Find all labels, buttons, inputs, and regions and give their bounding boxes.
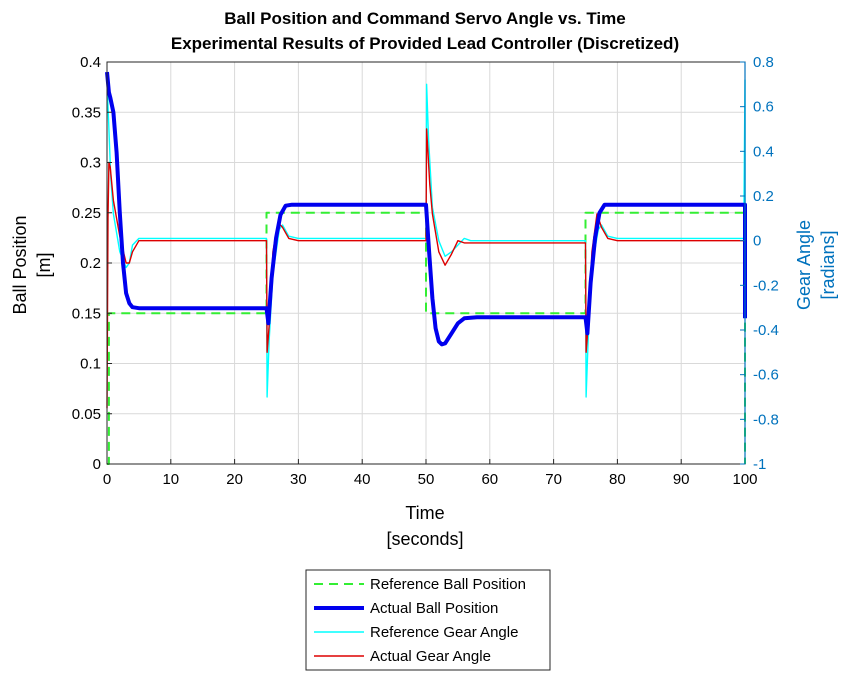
x-tick-label: 0: [103, 471, 111, 488]
y-tick-label: 0.3: [80, 155, 101, 172]
x-axis-unit: [seconds]: [386, 529, 463, 549]
y-tick-label: 0.4: [80, 54, 101, 71]
y2-tick-label: -0.4: [753, 322, 779, 339]
x-tick-label: 60: [481, 471, 498, 488]
y2-tick-label: -0.2: [753, 277, 779, 294]
legend-label: Reference Gear Angle: [370, 624, 518, 641]
legend-label: Reference Ball Position: [370, 576, 526, 593]
x-axis-label: Time: [405, 503, 444, 523]
legend: Reference Ball Position Actual Ball Posit…: [305, 569, 551, 671]
x-tick-label: 20: [226, 471, 243, 488]
plot-series: [105, 71, 747, 465]
y2-axis-label: Gear Angle: [794, 220, 814, 310]
x-tick-label: 40: [354, 471, 371, 488]
y-tick-label: 0.05: [72, 406, 101, 423]
legend-label: Actual Ball Position: [370, 600, 498, 617]
legend-label: Actual Gear Angle: [370, 648, 491, 665]
y2-axis-unit: [radians]: [818, 230, 838, 299]
x-tick-label: 30: [290, 471, 307, 488]
y-axis-ticks: 0 0.05 0.1 0.15 0.2 0.25 0.3 0.35 0.4: [72, 54, 112, 473]
chart-subtitle: Experimental Results of Provided Lead Co…: [171, 34, 679, 53]
y-tick-label: 0: [93, 456, 101, 473]
y2-tick-label: -0.8: [753, 411, 779, 428]
y2-tick-label: 0.2: [753, 188, 774, 205]
y2-tick-label: 0.6: [753, 99, 774, 116]
y2-tick-label: 0.8: [753, 54, 774, 71]
x-tick-label: 80: [609, 471, 626, 488]
y-axis-label: Ball Position: [10, 215, 30, 314]
y-tick-label: 0.2: [80, 255, 101, 272]
y-tick-label: 0.15: [72, 305, 101, 322]
x-tick-label: 70: [545, 471, 562, 488]
y-tick-label: 0.35: [72, 104, 101, 121]
y-tick-label: 0.1: [80, 356, 101, 373]
x-axis-ticks: 0 10 20 30 40 50 60 70 80 90 100: [103, 459, 758, 488]
y2-tick-label: 0: [753, 233, 761, 250]
legend-box: [305, 569, 551, 671]
y-axis-unit: [m]: [34, 253, 54, 278]
series-actual-gear-angle: [106, 128, 745, 409]
x-tick-label: 100: [732, 471, 757, 488]
y-tick-label: 0.25: [72, 205, 101, 222]
y2-tick-label: -1: [753, 456, 766, 473]
x-tick-label: 50: [418, 471, 435, 488]
x-tick-label: 10: [162, 471, 179, 488]
x-tick-label: 90: [673, 471, 690, 488]
chart-title: Ball Position and Command Servo Angle vs…: [224, 9, 625, 28]
y2-axis-ticks: -1 -0.8 -0.6 -0.4 -0.2 0 0.2 0.4 0.6 0.8: [740, 54, 779, 473]
series-actual-ball-position: [105, 71, 747, 347]
y2-tick-label: 0.4: [753, 143, 774, 160]
y2-tick-label: -0.6: [753, 367, 779, 384]
